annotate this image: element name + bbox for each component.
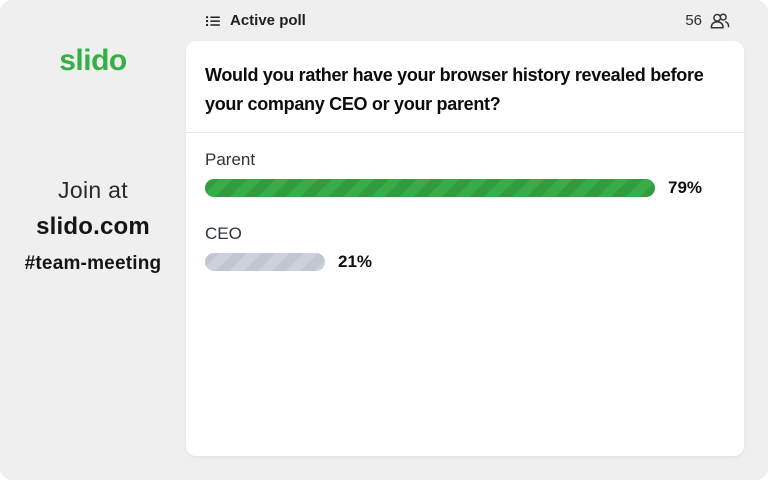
participants-icon	[709, 11, 730, 30]
join-instructions: Join at slido.com #team-meeting	[25, 177, 162, 275]
poll-card: Would you rather have your browser histo…	[186, 41, 744, 456]
sidebar: slido Join at slido.com #team-meeting	[0, 0, 186, 480]
poll-option: Parent 79%	[205, 150, 725, 198]
poll-options: Parent 79% CEO 21%	[186, 133, 744, 272]
active-poll-status: Active poll	[205, 12, 306, 29]
join-prompt: Join at	[58, 177, 128, 203]
option-label: Parent	[205, 150, 256, 169]
topbar: Active poll 56	[186, 0, 744, 41]
participants-count: 56	[685, 12, 702, 29]
join-url: slido.com	[36, 213, 150, 240]
poll-list-icon	[205, 13, 221, 29]
option-percent: 21%	[338, 252, 373, 271]
option-label: CEO	[205, 224, 242, 243]
participants-counter[interactable]: 56	[685, 11, 730, 30]
slido-logo: slido	[59, 44, 127, 77]
event-code: #team-meeting	[24, 253, 162, 274]
poll-option: CEO 21%	[205, 224, 725, 272]
poll-question: Would you rather have your browser histo…	[186, 41, 744, 133]
option-result-bar	[205, 179, 655, 197]
option-percent: 79%	[668, 178, 703, 197]
option-bar-row: 21%	[205, 252, 725, 272]
option-bar-row: 79%	[205, 178, 725, 198]
active-poll-label: Active poll	[230, 12, 306, 29]
option-result-bar	[205, 253, 325, 271]
